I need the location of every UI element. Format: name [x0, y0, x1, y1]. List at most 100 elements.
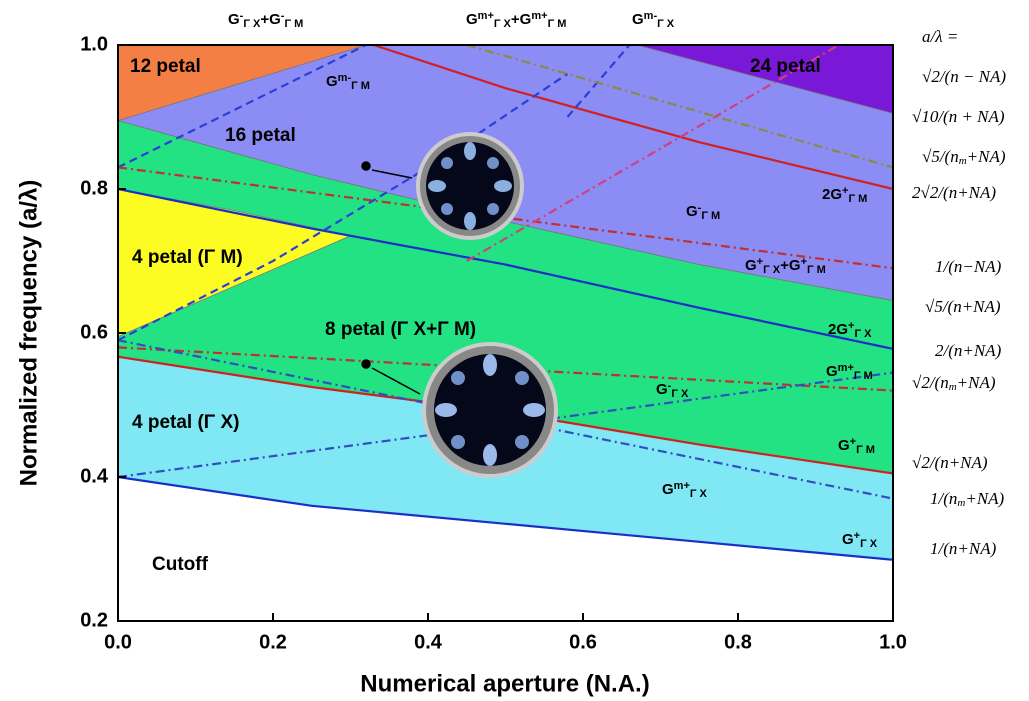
annotation-part: G — [662, 481, 674, 498]
annotation-part: G — [466, 11, 478, 28]
y-tick-label: 1.0 — [80, 33, 108, 55]
annotation: 4 petal (Γ X) — [132, 412, 240, 433]
annotation-part: m+ — [674, 480, 690, 492]
annotation-part: √2/(n+NA) — [912, 453, 988, 472]
annotation-part: 1/(n−NA) — [935, 257, 1002, 276]
annotation: 8 petal (Γ X+Γ M) — [325, 319, 476, 340]
annotation-part: 2/(n+NA) — [935, 341, 1002, 360]
annotation: √10/(n + NA) — [912, 107, 1005, 126]
annotation-part: √10/(n + NA) — [912, 107, 1005, 126]
annotation-part: G — [838, 437, 850, 454]
x-tick-label: 0.0 — [104, 631, 132, 653]
annotation-part: Γ M — [548, 18, 567, 30]
annotation-part: m — [949, 381, 957, 393]
annotation-part: Γ X — [671, 388, 689, 400]
annotation-part: 1/(n — [930, 489, 957, 508]
annotation: 1/(nm+NA) — [930, 489, 1005, 509]
inset-top — [418, 134, 522, 238]
annotation: √5/(n+NA) — [925, 297, 1001, 316]
annotation-part: 2√2/(n+NA) — [912, 183, 996, 202]
annotation-part: m — [959, 155, 967, 167]
y-tick-label: 0.2 — [80, 609, 108, 631]
annotation-part: Γ X — [494, 18, 512, 30]
annotation: 16 petal — [225, 125, 296, 146]
annotation-part: Γ M — [807, 264, 826, 276]
annotation: Gm-Γ X — [632, 10, 675, 30]
annotation: 24 petal — [750, 56, 821, 77]
annotation-part: Cutoff — [152, 554, 209, 575]
x-tick-label: 0.6 — [569, 631, 597, 653]
y-tick-label: 0.6 — [80, 321, 108, 343]
annotation: √2/(nm+NA) — [912, 373, 996, 393]
annotation-part: Γ X — [860, 538, 878, 550]
annotation: 2/(n+NA) — [935, 341, 1002, 360]
annotation-part: m- — [338, 72, 352, 84]
annotation-part: √5/(n+NA) — [925, 297, 1001, 316]
annotation-part: Γ M — [284, 18, 303, 30]
annotation-part: Γ X — [243, 18, 261, 30]
chart: 0.00.20.40.60.81.00.20.40.60.81.0 Numeri… — [0, 0, 1029, 701]
annotation-part: Γ M — [854, 370, 873, 382]
annotation: Gm+Γ X+Gm+Γ M — [466, 10, 566, 30]
x-tick-label: 1.0 — [879, 631, 907, 653]
annotation-part: Γ X — [657, 18, 675, 30]
annotation-part: Γ M — [848, 193, 867, 205]
annotation-part: +G — [511, 11, 531, 28]
annotation-part: G — [686, 203, 698, 220]
annotation-part: G — [656, 381, 668, 398]
annotation-part: 16 petal — [225, 125, 296, 146]
annotation-part: 4 petal (Γ M) — [132, 247, 243, 268]
annotation-part: Γ M — [351, 80, 370, 92]
annotation: 12 petal — [130, 56, 201, 77]
annotation-part: +G — [780, 257, 800, 274]
annotation: 1/(n+NA) — [930, 539, 997, 558]
annotation-part: 2G — [822, 186, 842, 203]
annotation: √2/(n − NA) — [922, 67, 1006, 86]
annotation-part: a/λ = — [922, 27, 958, 46]
annotation-part: √2/(n — [912, 373, 949, 392]
annotation-part: 2G — [828, 321, 848, 338]
y-tick-label: 0.8 — [80, 177, 108, 199]
annotation-part: Γ X — [690, 488, 708, 500]
annotation-part: √5/(n — [922, 147, 959, 166]
annotation: G-Γ X+G-Γ M — [228, 10, 303, 30]
annotation-part: Γ X — [763, 264, 781, 276]
annotation-part: 8 petal (Γ X+Γ M) — [325, 319, 476, 340]
annotation: 4 petal (Γ M) — [132, 247, 243, 268]
x-tick-label: 0.2 — [259, 631, 287, 653]
annotation-part: √2/(n − NA) — [922, 67, 1006, 86]
x-tick-label: 0.4 — [414, 631, 443, 653]
annotation-part: Γ M — [856, 444, 875, 456]
annotation: √2/(n+NA) — [912, 453, 988, 472]
annotation-part: G — [632, 11, 644, 28]
annotation-part: G — [228, 11, 240, 28]
annotation: √5/(nm+NA) — [922, 147, 1006, 167]
annotation-part: +NA) — [957, 373, 996, 392]
annotation-part: +NA) — [967, 147, 1006, 166]
annotation: 1/(n−NA) — [935, 257, 1002, 276]
annotation-part: Γ X — [854, 328, 872, 340]
annotation: a/λ = — [922, 27, 958, 46]
annotation-part: 24 petal — [750, 56, 821, 77]
annotation-part: G — [842, 531, 854, 548]
annotation-part: 4 petal (Γ X) — [132, 412, 240, 433]
annotation-part: G — [826, 363, 838, 380]
x-tick-label: 0.8 — [724, 631, 752, 653]
annotation: Cutoff — [152, 554, 209, 575]
annotation-part: m+ — [838, 362, 854, 374]
annotation-part: 12 petal — [130, 56, 201, 77]
annotation-part: m- — [644, 10, 658, 22]
annotation-part: +NA) — [965, 489, 1004, 508]
annotation-part: m — [957, 497, 965, 509]
y-axis-title: Normalized frequency (a/λ) — [15, 180, 42, 487]
annotation-part: 1/(n+NA) — [930, 539, 997, 558]
annotation-part: G — [326, 73, 338, 90]
annotation: 2√2/(n+NA) — [912, 183, 996, 202]
y-tick-label: 0.4 — [80, 465, 109, 487]
annotation-part: +G — [260, 11, 280, 28]
annotation-part: m+ — [478, 10, 494, 22]
x-axis-title: Numerical aperture (N.A.) — [360, 670, 649, 697]
annotation-part: m+ — [531, 10, 547, 22]
annotation-part: G — [745, 257, 757, 274]
annotation-part: Γ M — [701, 210, 720, 222]
